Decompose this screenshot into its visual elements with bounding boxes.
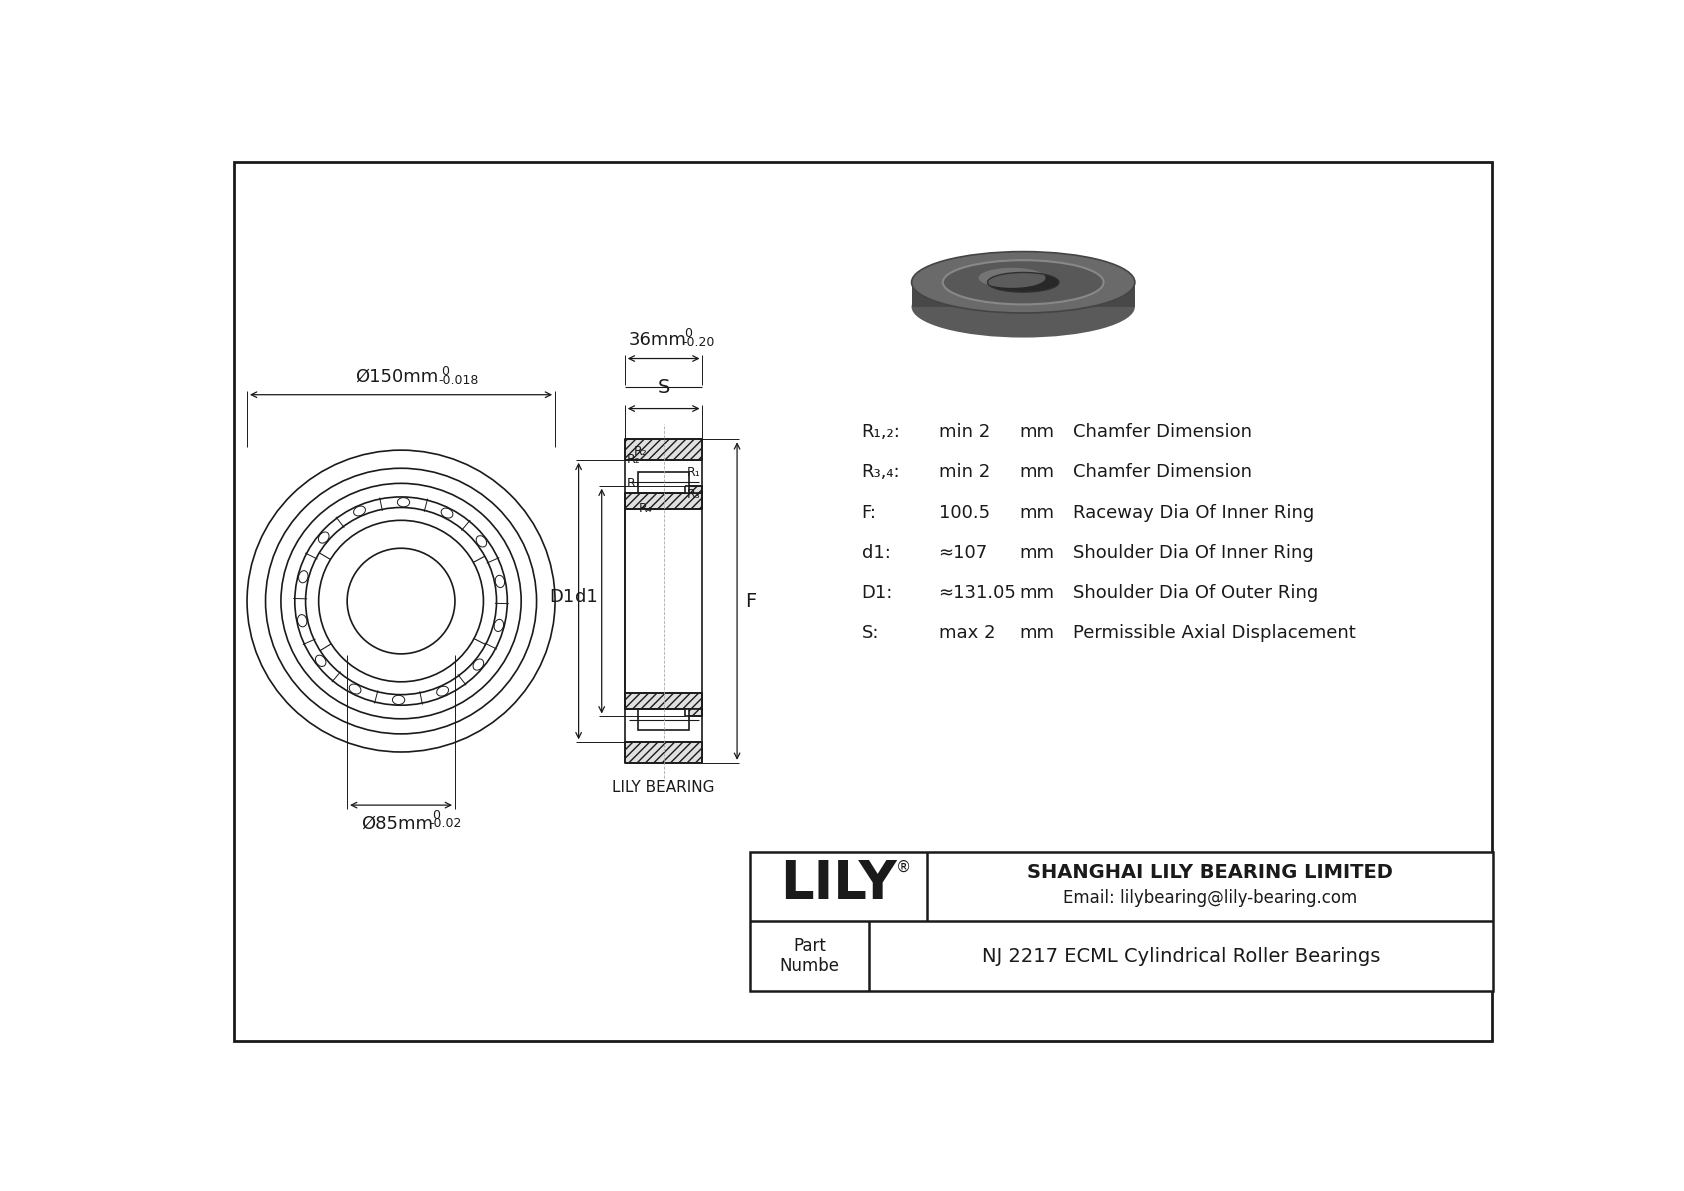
Text: Shoulder Dia Of Inner Ring: Shoulder Dia Of Inner Ring <box>1073 543 1314 562</box>
Bar <box>685 710 702 717</box>
Ellipse shape <box>911 251 1135 313</box>
Polygon shape <box>911 282 1135 307</box>
Bar <box>625 439 702 460</box>
Text: Permissible Axial Displacement: Permissible Axial Displacement <box>1073 624 1356 642</box>
Text: 0: 0 <box>441 364 450 378</box>
Text: D1:: D1: <box>862 584 893 601</box>
Text: mm: mm <box>1019 424 1054 442</box>
Bar <box>749 852 1494 991</box>
Text: R₂: R₂ <box>635 444 648 457</box>
Text: S:: S: <box>862 624 879 642</box>
Ellipse shape <box>987 273 1059 292</box>
Text: mm: mm <box>1019 463 1054 481</box>
Text: Shoulder Dia Of Outer Ring: Shoulder Dia Of Outer Ring <box>1073 584 1319 601</box>
Text: Ø85mm: Ø85mm <box>360 815 433 833</box>
Text: Chamfer Dimension: Chamfer Dimension <box>1073 463 1253 481</box>
Bar <box>638 710 689 730</box>
Text: R₁: R₁ <box>687 466 701 479</box>
Bar <box>625 742 702 762</box>
Text: R₃,₄:: R₃,₄: <box>862 463 901 481</box>
Text: R₄: R₄ <box>638 501 652 515</box>
Text: ≈107: ≈107 <box>938 543 989 562</box>
Text: F:: F: <box>862 504 876 522</box>
Text: 0: 0 <box>684 328 692 341</box>
Text: ®: ® <box>896 860 911 875</box>
Text: d1:: d1: <box>862 543 891 562</box>
Text: -0.018: -0.018 <box>438 374 478 387</box>
Text: Ø150mm: Ø150mm <box>355 368 440 386</box>
Text: mm: mm <box>1019 543 1054 562</box>
Text: mm: mm <box>1019 584 1054 601</box>
Text: SHANGHAI LILY BEARING LIMITED: SHANGHAI LILY BEARING LIMITED <box>1027 863 1393 883</box>
Text: -0.20: -0.20 <box>682 336 714 349</box>
Text: -0.02: -0.02 <box>429 817 461 830</box>
Bar <box>638 472 689 493</box>
Text: max 2: max 2 <box>938 624 995 642</box>
Text: LILY BEARING: LILY BEARING <box>613 780 716 794</box>
Text: 0: 0 <box>431 809 440 822</box>
Text: R₁: R₁ <box>626 478 640 491</box>
Text: Part
Numbe: Part Numbe <box>780 936 840 975</box>
Text: R₂: R₂ <box>626 454 642 466</box>
Ellipse shape <box>911 276 1135 337</box>
Text: Email: lilybearing@lily-bearing.com: Email: lilybearing@lily-bearing.com <box>1063 890 1357 908</box>
Text: min 2: min 2 <box>938 424 990 442</box>
Text: D1: D1 <box>549 588 574 606</box>
Text: ≈131.05: ≈131.05 <box>938 584 1017 601</box>
Text: Chamfer Dimension: Chamfer Dimension <box>1073 424 1253 442</box>
Text: R₃: R₃ <box>687 488 701 501</box>
Text: mm: mm <box>1019 624 1054 642</box>
Text: LILY: LILY <box>780 859 898 910</box>
Bar <box>685 486 702 493</box>
Text: 36mm: 36mm <box>628 331 687 349</box>
Text: F: F <box>744 592 756 611</box>
Text: d1: d1 <box>576 588 598 606</box>
Text: mm: mm <box>1019 504 1054 522</box>
Text: min 2: min 2 <box>938 463 990 481</box>
Ellipse shape <box>978 268 1046 288</box>
Polygon shape <box>987 282 1059 303</box>
Text: 100.5: 100.5 <box>938 504 990 522</box>
Bar <box>625 493 702 510</box>
Text: R₁,₂:: R₁,₂: <box>862 424 901 442</box>
Text: S: S <box>657 378 670 397</box>
Bar <box>625 693 702 710</box>
Ellipse shape <box>943 260 1103 305</box>
Text: NJ 2217 ECML Cylindrical Roller Bearings: NJ 2217 ECML Cylindrical Roller Bearings <box>982 947 1381 966</box>
Text: Raceway Dia Of Inner Ring: Raceway Dia Of Inner Ring <box>1073 504 1315 522</box>
